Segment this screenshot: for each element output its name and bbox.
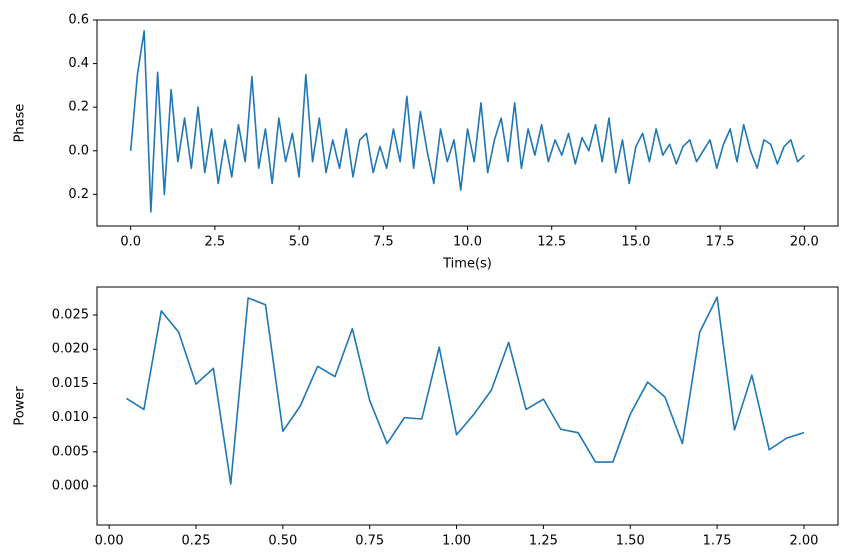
x-tick-label: 0.75 — [355, 534, 384, 549]
x-tick-label: 1.25 — [529, 534, 558, 549]
y-tick-label: 0.005 — [52, 444, 89, 459]
x-tick-label: 1.00 — [442, 534, 471, 549]
x-tick-label: 0.00 — [95, 534, 124, 549]
y-tick-label: 0.010 — [52, 410, 89, 425]
x-tick-label: 10.0 — [453, 235, 482, 250]
data-line — [126, 296, 805, 485]
y-tick-label: 0.4 — [68, 56, 89, 71]
y-tick-label: 0.6 — [68, 13, 89, 28]
x-tick-label: 17.5 — [706, 235, 735, 250]
x-tick-label: 1.75 — [703, 534, 732, 549]
x-tick-label: 0.0 — [120, 235, 141, 250]
x-tick-label: 5.0 — [289, 235, 310, 250]
y-tick-label: 0.0 — [68, 143, 89, 158]
y-tick-label: 0.2 — [68, 100, 89, 115]
x-tick-label: 2.5 — [205, 235, 226, 250]
x-tick-label: 1.50 — [616, 534, 645, 549]
y-tick-label: 0.020 — [52, 342, 89, 357]
y-axis-label: Phase — [13, 104, 28, 143]
plot-frame — [96, 19, 839, 227]
x-tick-label: 12.5 — [537, 235, 566, 250]
x-tick-label: 2.00 — [789, 534, 818, 549]
y-tick-label: 0.025 — [52, 308, 89, 323]
x-tick-label: 0.25 — [182, 534, 211, 549]
y-axis-label: Power — [13, 386, 28, 426]
y-tick-label: 0.015 — [52, 376, 89, 391]
x-tick-label: 7.5 — [373, 235, 394, 250]
x-axis-label: Time(s) — [442, 257, 492, 272]
data-line — [129, 30, 805, 213]
x-tick-label: 20.0 — [790, 235, 819, 250]
y-tick-label: 0.000 — [52, 479, 89, 494]
x-tick-label: 0.50 — [268, 534, 297, 549]
y-tick-label: 0.2 — [68, 187, 89, 202]
x-tick-label: 15.0 — [621, 235, 650, 250]
plot-frame — [96, 286, 839, 526]
